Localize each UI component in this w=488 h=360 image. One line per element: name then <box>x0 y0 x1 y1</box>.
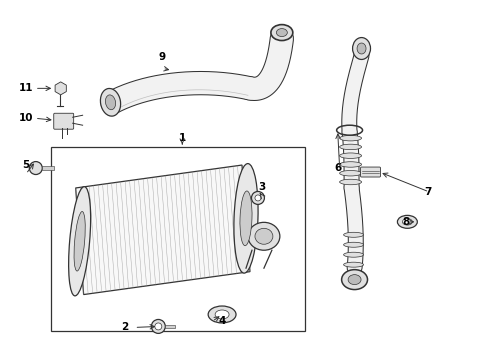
Ellipse shape <box>270 24 292 41</box>
Ellipse shape <box>100 89 121 116</box>
Text: 7: 7 <box>423 187 430 197</box>
Ellipse shape <box>339 135 361 141</box>
Ellipse shape <box>343 242 363 247</box>
Text: 1: 1 <box>178 133 185 143</box>
Ellipse shape <box>339 153 361 158</box>
Circle shape <box>251 192 264 204</box>
FancyBboxPatch shape <box>54 113 74 129</box>
Bar <box>165 325 175 328</box>
Bar <box>42 166 54 170</box>
Polygon shape <box>76 165 249 294</box>
Circle shape <box>254 195 261 201</box>
Text: 10: 10 <box>18 113 33 123</box>
Ellipse shape <box>356 43 366 54</box>
Text: 5: 5 <box>22 160 29 170</box>
Ellipse shape <box>105 95 115 110</box>
Ellipse shape <box>74 211 85 271</box>
Text: 9: 9 <box>159 53 165 62</box>
Circle shape <box>151 319 165 333</box>
Text: 11: 11 <box>18 84 33 93</box>
Ellipse shape <box>402 219 411 225</box>
Ellipse shape <box>339 171 361 176</box>
Ellipse shape <box>240 191 251 246</box>
FancyBboxPatch shape <box>360 167 380 177</box>
Ellipse shape <box>247 222 279 250</box>
Ellipse shape <box>343 262 363 267</box>
Circle shape <box>155 323 162 330</box>
Text: 8: 8 <box>401 217 408 227</box>
Ellipse shape <box>339 179 361 185</box>
Ellipse shape <box>215 310 228 319</box>
Ellipse shape <box>397 215 416 228</box>
Text: 3: 3 <box>258 182 265 192</box>
Ellipse shape <box>341 270 367 289</box>
Ellipse shape <box>339 162 361 167</box>
Ellipse shape <box>343 252 363 257</box>
Ellipse shape <box>233 163 258 273</box>
Bar <box>51 147 304 332</box>
Text: 4: 4 <box>218 316 225 327</box>
Ellipse shape <box>347 275 360 285</box>
Text: 6: 6 <box>334 163 341 173</box>
Ellipse shape <box>208 306 236 323</box>
Ellipse shape <box>254 228 272 244</box>
Ellipse shape <box>343 232 363 237</box>
Ellipse shape <box>276 28 287 37</box>
Circle shape <box>29 162 42 175</box>
Ellipse shape <box>352 37 370 59</box>
Text: 2: 2 <box>121 323 128 332</box>
Ellipse shape <box>339 144 361 150</box>
Ellipse shape <box>68 187 90 296</box>
